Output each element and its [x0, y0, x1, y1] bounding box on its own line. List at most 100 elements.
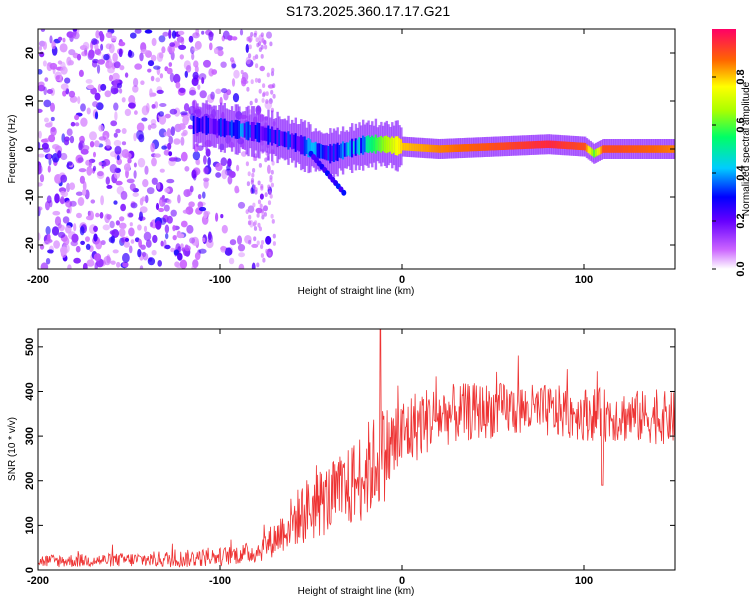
y-tick-label: 500: [24, 338, 36, 356]
noise-blob: [62, 37, 66, 43]
noise-blob: [79, 226, 85, 236]
noise-blob: [143, 231, 152, 241]
ridge-core: [341, 141, 345, 160]
noise-blob: [136, 122, 145, 133]
noise-blob: [173, 73, 181, 84]
ridge-core: [567, 141, 570, 150]
ridge-core: [349, 140, 352, 157]
noise-blob: [253, 236, 257, 242]
noise-blob: [133, 162, 137, 168]
noise-blob: [260, 185, 264, 191]
noise-blob: [58, 231, 66, 238]
ridge-core: [471, 143, 474, 152]
ridge-core: [474, 143, 478, 152]
ridge-core: [391, 136, 394, 154]
noise-blob: [58, 224, 65, 232]
ridge-core: [327, 146, 330, 161]
ridge-core: [423, 144, 427, 152]
noise-blob: [86, 107, 91, 115]
noise-blob: [251, 262, 256, 269]
noise-blob: [260, 54, 264, 59]
noise-blob: [150, 119, 157, 125]
ridge-core: [638, 145, 641, 153]
noise-blob: [237, 244, 246, 252]
noise-blob: [265, 91, 269, 96]
noise-blob: [93, 151, 96, 158]
noise-blob: [221, 224, 228, 234]
noise-blob: [85, 79, 93, 84]
noise-blob: [60, 83, 69, 90]
noise-blob: [267, 184, 271, 190]
ridge-core: [314, 141, 317, 159]
noise-blob: [179, 54, 184, 60]
noise-blob: [153, 65, 161, 70]
ridge-core: [278, 129, 281, 146]
x-tick-label: 0: [399, 575, 405, 587]
noise-blob: [177, 194, 181, 204]
noise-blob: [128, 245, 133, 254]
noise-blob: [157, 260, 162, 267]
noise-blob: [132, 85, 139, 93]
noise-blob: [43, 86, 47, 96]
ridge-core: [292, 134, 296, 149]
noise-blob: [169, 108, 178, 115]
ridge-core: [589, 147, 592, 155]
ridge-core: [425, 144, 429, 152]
noise-blob: [184, 245, 191, 252]
noise-blob: [169, 72, 175, 83]
ridge-core: [600, 146, 603, 154]
noise-blob: [259, 193, 264, 200]
noise-blob: [118, 228, 126, 238]
ridge-core: [234, 119, 237, 139]
ridge-core: [332, 143, 336, 162]
noise-blob: [266, 31, 272, 39]
noise-blob: [161, 145, 168, 150]
noise-blob: [119, 65, 125, 71]
noise-blob: [220, 245, 226, 253]
ridge-core: [554, 140, 558, 149]
noise-blob: [133, 132, 137, 142]
noise-blob: [173, 138, 181, 145]
y-tick-label: 0: [24, 146, 36, 152]
ridge-core: [489, 143, 492, 151]
snr-frame: [37, 328, 676, 571]
noise-blob: [221, 169, 228, 180]
x-tick-label: 0: [399, 274, 405, 286]
ridge-core: [594, 149, 598, 157]
noise-blob: [270, 169, 274, 175]
ridge-core: [291, 133, 294, 150]
noise-blob: [198, 73, 207, 81]
ridge-core: [362, 135, 365, 155]
noise-blob: [66, 128, 73, 136]
noise-blob: [253, 226, 258, 231]
ridge-core: [487, 143, 490, 151]
noise-blob: [168, 62, 173, 67]
ridge-core: [602, 145, 605, 153]
noise-blob: [115, 220, 120, 226]
snr-panel: -200 -100 0 100 0 100 200 300 400 500 Height of …: [7, 328, 676, 597]
noise-blob: [40, 29, 46, 32]
ridge-core: [625, 145, 629, 153]
noise-blob: [133, 77, 139, 88]
noise-blob: [261, 214, 265, 220]
noise-blob: [105, 176, 111, 185]
ridge-core: [298, 136, 301, 152]
noise-blob: [192, 32, 200, 39]
ridge-core: [352, 141, 356, 154]
ridge-core: [240, 123, 243, 137]
noise-blob: [176, 36, 184, 43]
noise-blob: [197, 201, 204, 209]
noise-blob: [51, 41, 56, 50]
noise-blob: [115, 128, 121, 134]
noise-blob: [220, 61, 227, 68]
noise-blob: [109, 230, 116, 235]
noise-blob: [39, 51, 45, 58]
noise-blob: [182, 129, 188, 136]
noise-blob: [258, 163, 262, 168]
ridge-core: [209, 118, 212, 134]
noise-blob: [142, 252, 149, 261]
noise-blob: [59, 43, 68, 53]
ridge-core: [442, 145, 445, 153]
noise-blob: [251, 172, 255, 178]
ridge-core: [369, 137, 372, 152]
